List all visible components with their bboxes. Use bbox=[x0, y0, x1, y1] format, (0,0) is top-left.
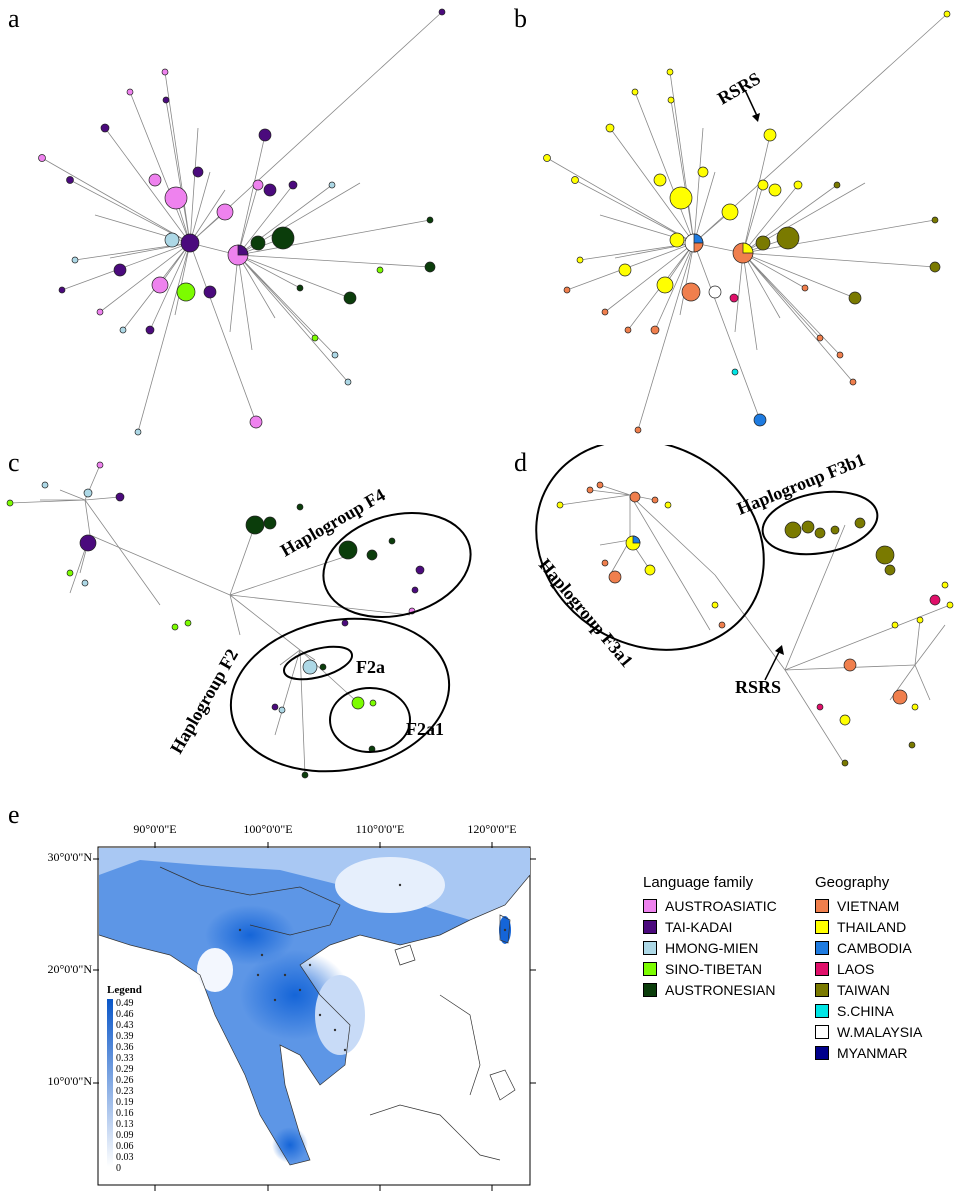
legend-label: THAILAND bbox=[837, 918, 907, 935]
swatch-myanmar bbox=[815, 1045, 829, 1060]
label-haplogroup-f3a1: Haplogroup F3a1 bbox=[535, 555, 637, 671]
legend-value: 0.46 bbox=[116, 1009, 134, 1020]
legend-label: VIETNAM bbox=[837, 897, 900, 914]
legend-item: THAILAND bbox=[815, 916, 922, 937]
label-f2a1: F2a1 bbox=[406, 719, 444, 739]
lon-label-90: 90°0'0"E bbox=[133, 822, 176, 836]
legend-item: AUSTROASIATIC bbox=[643, 895, 777, 916]
swatch-taiwan bbox=[815, 982, 829, 997]
swatch-s-china bbox=[815, 1003, 829, 1018]
legend-item: MYANMAR bbox=[815, 1042, 922, 1063]
legend-value: 0.39 bbox=[116, 1031, 134, 1042]
geography-legend-title: Geography bbox=[815, 874, 890, 891]
rsrs-label-d: RSRS bbox=[735, 677, 781, 697]
tree-c: Haplogroup F4 Haplogroup F2 F2a F2a1 bbox=[6, 461, 472, 779]
legend-item: CAMBODIA bbox=[815, 937, 922, 958]
legend-label: S.CHINA bbox=[837, 1002, 894, 1019]
legend-item: SINO-TIBETAN bbox=[643, 958, 777, 979]
panel-label-d: d bbox=[514, 448, 527, 477]
legend-value: 0.26 bbox=[116, 1075, 134, 1086]
legend-label: MYANMAR bbox=[837, 1044, 908, 1061]
swatch-thailand bbox=[815, 919, 829, 934]
legend-label: HMONG-MIEN bbox=[665, 939, 759, 956]
legend-label: TAIWAN bbox=[837, 981, 890, 998]
legend-label: TAI-KADAI bbox=[665, 918, 733, 935]
legend-item: LAOS bbox=[815, 958, 922, 979]
legend-item: TAI-KADAI bbox=[643, 916, 777, 937]
legend-value: 0.16 bbox=[116, 1108, 134, 1119]
legend-item: HMONG-MIEN bbox=[643, 937, 777, 958]
legend-label: CAMBODIA bbox=[837, 939, 912, 956]
map-e: 90°0'0"E 100°0'0"E 110°0'0"E 120°0'0"E 3… bbox=[47, 822, 536, 1191]
geography-legend: Geography VIETNAM THAILAND CAMBODIA LAOS… bbox=[815, 874, 922, 1063]
panel-label-e: e bbox=[8, 800, 20, 829]
legend-label: SINO-TIBETAN bbox=[665, 960, 762, 977]
network-a bbox=[38, 8, 446, 436]
label-f2a: F2a bbox=[356, 657, 385, 677]
legend-value: 0 bbox=[116, 1163, 121, 1174]
swatch-austroasiatic bbox=[643, 898, 657, 913]
legend-label: W.MALAYSIA bbox=[837, 1023, 923, 1040]
legend-value: 0.23 bbox=[116, 1086, 134, 1097]
legend-item: TAIWAN bbox=[815, 979, 922, 1000]
lon-label-100: 100°0'0"E bbox=[243, 822, 292, 836]
legend-value: 0.36 bbox=[116, 1042, 134, 1053]
legend-value: 0.29 bbox=[116, 1064, 134, 1075]
legend-item: AUSTRONESIAN bbox=[643, 979, 777, 1000]
legend-label: AUSTRONESIAN bbox=[665, 981, 776, 998]
panel-label-a: a bbox=[8, 4, 20, 33]
lon-label-110: 110°0'0"E bbox=[356, 822, 405, 836]
language-family-legend: Language family AUSTROASIATIC TAI-KADAI … bbox=[643, 874, 777, 1000]
panel-label-c: c bbox=[8, 448, 20, 477]
network-b: RSRS bbox=[543, 10, 951, 434]
label-haplogroup-f3b1: Haplogroup F3b1 bbox=[734, 449, 868, 519]
arrow-head-icon bbox=[775, 645, 784, 655]
swatch-cambodia bbox=[815, 940, 829, 955]
legend-item: S.CHINA bbox=[815, 1000, 922, 1021]
map-legend-colorbar bbox=[107, 999, 113, 1167]
swatch-laos bbox=[815, 961, 829, 976]
swatch-vietnam bbox=[815, 898, 829, 913]
map-legend-title: Legend bbox=[107, 984, 142, 996]
language-legend-title: Language family bbox=[643, 874, 754, 891]
swatch-hmong-mien bbox=[643, 940, 657, 955]
legend-label: LAOS bbox=[837, 960, 875, 977]
rsrs-arrow-d bbox=[764, 649, 781, 681]
legend-item: VIETNAM bbox=[815, 895, 922, 916]
tree-d: Haplogroup F3b1 Haplogroup F3a1 RSRS bbox=[535, 445, 954, 767]
swatch-tai-kadai bbox=[643, 919, 657, 934]
legend-value: 0.19 bbox=[116, 1097, 134, 1108]
lat-label-20: 20°0'0"N bbox=[47, 962, 92, 976]
legend-item: W.MALAYSIA bbox=[815, 1021, 922, 1042]
lat-label-10: 10°0'0"N bbox=[47, 1074, 92, 1088]
legend-label: AUSTROASIATIC bbox=[665, 897, 777, 914]
legend-value: 0.33 bbox=[116, 1053, 134, 1064]
panel-label-b: b bbox=[514, 4, 527, 33]
legend-value: 0.13 bbox=[116, 1119, 134, 1130]
lat-label-30: 30°0'0"N bbox=[47, 850, 92, 864]
legend-value: 0.09 bbox=[116, 1130, 134, 1141]
swatch-w-malaysia bbox=[815, 1024, 829, 1039]
arrow-head-icon bbox=[752, 113, 760, 122]
legend-value: 0.49 bbox=[116, 998, 134, 1009]
legend-value: 0.43 bbox=[116, 1020, 134, 1031]
rsrs-arrow-b bbox=[744, 89, 759, 119]
lon-label-120: 120°0'0"E bbox=[467, 822, 516, 836]
swatch-austronesian bbox=[643, 982, 657, 997]
rsrs-label-b: RSRS bbox=[714, 68, 764, 108]
legend-value: 0.06 bbox=[116, 1141, 134, 1152]
legend-value: 0.03 bbox=[116, 1152, 134, 1163]
swatch-sino-tibetan bbox=[643, 961, 657, 976]
